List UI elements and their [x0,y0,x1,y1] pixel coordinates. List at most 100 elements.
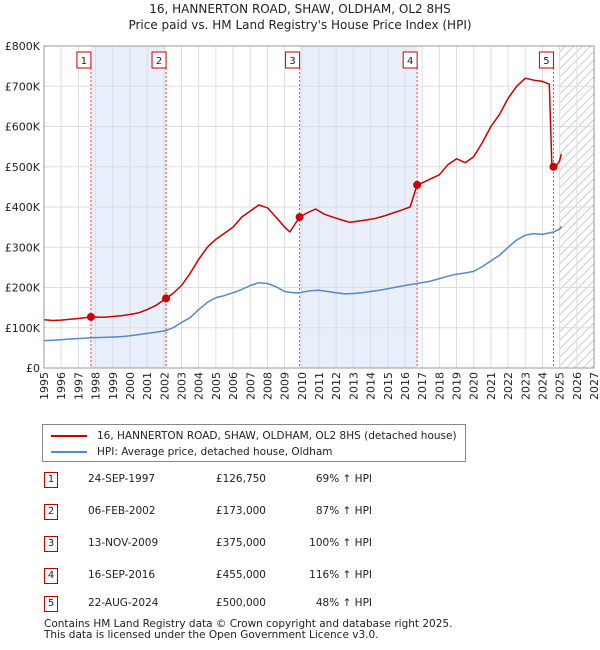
sale-price: £455,000 [215,569,266,581]
sale-number-badge: 2 [44,504,58,520]
footer-copyright: Contains HM Land Registry data © Crown c… [44,618,453,630]
legend: 16, HANNERTON ROAD, SHAW, OLDHAM, OL2 8H… [42,424,466,462]
x-tick-label: 2027 [588,372,600,400]
legend-item-hpi: HPI: Average price, detached house, Oldh… [51,444,333,460]
y-tick-label: £500K [5,161,41,174]
chart-title-line1: 16, HANNERTON ROAD, SHAW, OLDHAM, OL2 8H… [149,2,450,16]
table-row: 2 06-FEB-2002 £173,000 87% ↑ HPI [44,504,444,522]
sale-label-box-1: 1 [76,51,92,69]
sale-date: 06-FEB-2002 [88,505,156,517]
sale-hpi-change: 87% ↑ HPI [315,505,372,517]
sale-point-1 [86,312,95,321]
x-tick-label: 2000 [124,372,137,400]
sale-label-frame [538,51,554,69]
sale-label-text: 2 [156,56,162,67]
y-tick-label: £0 [26,362,40,375]
hpi-series-line [43,225,562,342]
x-tick-label: 2006 [227,372,240,400]
sale-date: 16-SEP-2016 [88,569,156,581]
x-tick-label: 2005 [210,372,223,400]
x-tick-label: 1996 [55,372,68,400]
chart-title-line2: Price paid vs. HM Land Registry's House … [128,18,471,32]
x-tick-label: 2003 [176,372,189,400]
property-series-line [43,77,563,322]
x-tick-label: 1997 [72,372,85,400]
sale-point-4 [413,180,422,189]
x-tick-label: 2023 [519,372,532,400]
legend-swatch-hpi [51,451,87,453]
series-lines [43,77,563,342]
table-row: 5 22-AUG-2024 £500,000 48% ↑ HPI [44,596,444,614]
table-row: 1 24-SEP-1997 £126,750 69% ↑ HPI [44,472,444,490]
sale-date: 13-NOV-2009 [88,537,159,549]
table-row: 4 16-SEP-2016 £455,000 116% ↑ HPI [44,568,444,586]
x-tick-label: 2022 [502,372,515,400]
sale-label-box-2: 2 [151,51,167,69]
sale-price: £500,000 [215,597,266,609]
x-tick-label: 2026 [571,372,584,400]
legend-label-hpi: HPI: Average price, detached house, Oldh… [97,446,333,458]
axes: £0 £100K £200K £300K £400K £500K £600K £700K £80… [5,40,600,400]
x-tick-label: 2014 [365,372,378,400]
x-tick-label: 2017 [416,372,429,400]
sale-label-text: 4 [407,56,413,67]
footer: Contains HM Land Registry data © Crown c… [44,619,452,641]
sale-number-badge: 1 [44,472,58,488]
sale-price: £126,750 [215,473,266,485]
x-tick-label: 2015 [382,372,395,400]
x-tick-label: 2020 [468,372,481,400]
x-tick-label: 2016 [399,372,412,400]
table-row: 3 13-NOV-2009 £375,000 100% ↑ HPI [44,536,444,554]
y-tick-label: £400K [5,201,41,214]
sale-price: £173,000 [215,505,266,517]
y-tick-label: £200K [5,282,41,295]
sale-hpi-change: 116% ↑ HPI [309,569,372,581]
y-tick-label: £100K [5,322,41,335]
sale-label-frame [76,51,92,69]
sale-number-badge: 5 [44,596,58,612]
x-tick-label: 2013 [347,372,360,400]
sale-price: £375,000 [215,537,266,549]
y-tick-label: £800K [5,40,41,53]
y-tick-label: £700K [5,80,41,93]
x-tick-label: 2021 [485,372,498,400]
y-tick-label: £600K [5,121,41,134]
x-tick-label: 2019 [451,372,464,400]
sale-point-5 [549,162,558,171]
sale-label-text: 3 [289,56,295,67]
x-tick-label: 2001 [141,372,154,400]
y-tick-label: £300K [5,241,41,254]
sale-label-frame [402,51,418,69]
x-tick-label: 2025 [554,372,567,400]
footer-licence: This data is licensed under the Open Gov… [44,629,379,641]
sale-label-box-5: 5 [538,51,554,69]
x-tick-label: 2008 [261,372,274,400]
sale-point-3 [295,213,304,222]
sale-hpi-change: 48% ↑ HPI [315,597,372,609]
x-tick-label: 2011 [313,372,326,400]
sale-hpi-change: 100% ↑ HPI [309,537,372,549]
plot-frame [43,45,595,369]
sale-date: 24-SEP-1997 [88,473,156,485]
sale-markers: 1 2 3 4 5 [76,51,558,321]
x-tick-label: 2004 [193,372,206,400]
x-tick-label: 1998 [90,372,103,400]
x-tick-label: 1999 [107,372,120,400]
x-tick-label: 2007 [244,372,257,400]
sale-point-2 [162,294,171,303]
sale-label-frame [151,51,167,69]
sale-number-badge: 3 [44,536,58,552]
x-tick-label: 2012 [330,372,343,400]
legend-swatch-property [51,435,87,437]
legend-label-property: 16, HANNERTON ROAD, SHAW, OLDHAM, OL2 8H… [97,430,457,442]
x-tick-label: 2018 [433,372,446,400]
sale-label-text: 5 [543,56,549,67]
sale-number-badge: 4 [44,568,58,584]
x-tick-label: 2010 [296,372,309,400]
x-tick-label: 1995 [38,372,51,400]
x-tick-label: 2024 [536,372,549,400]
x-tick-label: 2002 [158,372,171,400]
legend-item-property: 16, HANNERTON ROAD, SHAW, OLDHAM, OL2 8H… [51,428,457,444]
price-chart: 16, HANNERTON ROAD, SHAW, OLDHAM, OL2 8H… [5,2,600,400]
sale-label-box-4: 4 [402,51,418,69]
